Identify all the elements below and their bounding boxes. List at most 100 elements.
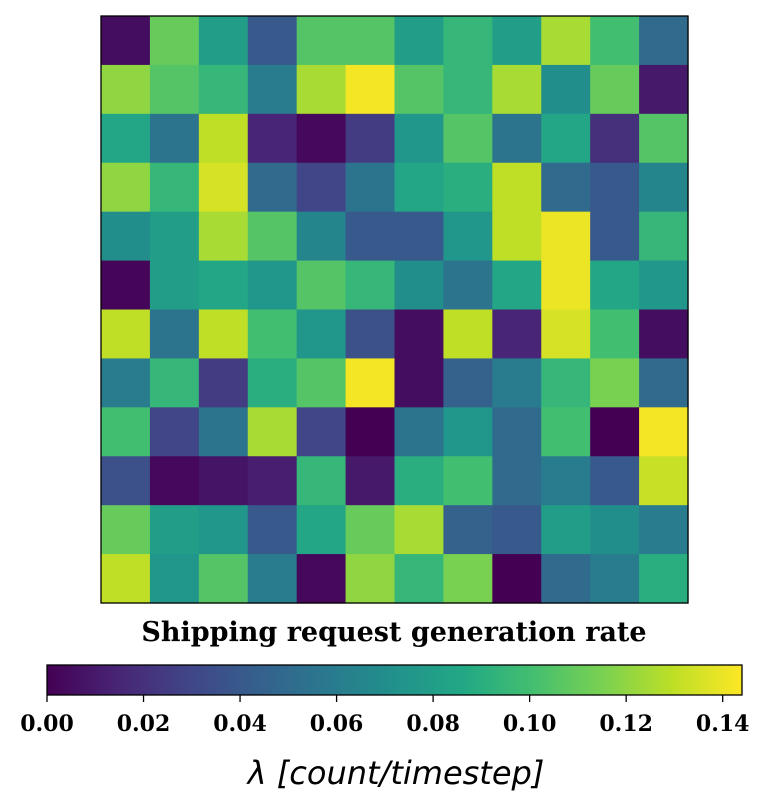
- heatmap-cell: [247, 309, 298, 360]
- heatmap-cell: [198, 309, 249, 360]
- heatmap-cell: [443, 260, 493, 311]
- heatmap-cell: [247, 554, 298, 604]
- heatmap-cell: [247, 505, 298, 555]
- heatmap-cell: [541, 113, 591, 164]
- heatmap-cell: [639, 358, 689, 408]
- heatmap-cell: [443, 358, 493, 408]
- heatmap-cell: [590, 64, 640, 115]
- heatmap-cell: [492, 407, 542, 457]
- heatmap-cell: [541, 16, 591, 66]
- heatmap-cell: [492, 113, 542, 164]
- heatmap-cell: [296, 309, 347, 360]
- heatmap-cell: [149, 211, 200, 262]
- heatmap-cell: [247, 64, 298, 115]
- heatmap-cell: [590, 407, 640, 457]
- heatmap-cell: [345, 456, 396, 506]
- heatmap-cell: [394, 64, 445, 115]
- heatmap-cell: [149, 505, 200, 555]
- heatmap-cell: [247, 113, 298, 164]
- colorbar-tick-label: 0.08: [406, 711, 460, 737]
- heatmap-cell: [198, 554, 249, 604]
- colorbar-ticks: 0.00 0.02 0.04 0.06 0.08 0.10 0.12 0.14: [20, 695, 749, 737]
- heatmap-cell: [247, 16, 298, 66]
- heatmap-cell: [247, 211, 298, 262]
- heatmap-cell: [296, 260, 347, 311]
- heatmap-cell: [639, 211, 689, 262]
- heatmap-cell: [149, 260, 200, 311]
- heatmap-cell: [492, 358, 542, 408]
- heatmap-cell: [394, 407, 445, 457]
- colorbar-tick-label: 0.10: [503, 711, 557, 737]
- heatmap-cell: [443, 162, 493, 213]
- heatmap-cell: [198, 358, 249, 408]
- heatmap-cell: [394, 260, 445, 311]
- heatmap-cell: [149, 456, 200, 506]
- heatmap-cell: [345, 309, 396, 360]
- heatmap-cell: [296, 162, 347, 213]
- heatmap-cell: [541, 505, 591, 555]
- heatmap-cell: [590, 309, 640, 360]
- heatmap-cell: [296, 407, 347, 457]
- heatmap-cell: [296, 505, 347, 555]
- heatmap-cell: [149, 554, 200, 604]
- heatmap-cell: [541, 64, 591, 115]
- heatmap-cell: [541, 211, 591, 262]
- heatmap-cell: [541, 309, 591, 360]
- heatmap-cell: [101, 505, 151, 555]
- heatmap-cell: [149, 162, 200, 213]
- heatmap-cell: [247, 162, 298, 213]
- heatmap-cell: [394, 456, 445, 506]
- heatmap-cell: [101, 162, 151, 213]
- heatmap-frame: [100, 15, 689, 604]
- colorbar-tick-label: 0.12: [599, 711, 653, 737]
- heatmap-cell: [198, 505, 249, 555]
- heatmap-cell: [492, 260, 542, 311]
- heatmap-cell: [149, 64, 200, 115]
- heatmap-cell: [492, 211, 542, 262]
- heatmap-cell: [296, 554, 347, 604]
- heatmap-cell: [492, 16, 542, 66]
- heatmap-cell: [345, 113, 396, 164]
- heatmap-cell: [492, 64, 542, 115]
- colorbar-tick-label: 0.00: [20, 711, 74, 737]
- heatmap-cell: [198, 456, 249, 506]
- heatmap-cell: [394, 309, 445, 360]
- heatmap-cell: [198, 407, 249, 457]
- heatmap-cell: [149, 407, 200, 457]
- heatmap-cell: [345, 358, 396, 408]
- heatmap-cell: [198, 162, 249, 213]
- heatmap-cell: [296, 358, 347, 408]
- heatmap-cell: [443, 505, 493, 555]
- heatmap-cell: [443, 16, 493, 66]
- heatmap-cell: [247, 407, 298, 457]
- heatmap-cell: [590, 554, 640, 604]
- heatmap-cell: [639, 162, 689, 213]
- heatmap-cell: [492, 505, 542, 555]
- heatmap-cell: [541, 407, 591, 457]
- heatmap-cell: [149, 16, 200, 66]
- heatmap-cell: [443, 407, 493, 457]
- heatmap-cell: [541, 456, 591, 506]
- heatmap-cell: [590, 456, 640, 506]
- heatmap-cell: [639, 456, 689, 506]
- heatmap-cell: [247, 358, 298, 408]
- heatmap-cell: [198, 211, 249, 262]
- heatmap-cell: [296, 64, 347, 115]
- heatmap-cell: [443, 113, 493, 164]
- colorbar-tick-label: 0.02: [117, 711, 171, 737]
- chart-title: Shipping request generation rate: [141, 617, 646, 648]
- heatmap-cell: [101, 260, 151, 311]
- heatmap-cell: [394, 358, 445, 408]
- heatmap-cell: [443, 456, 493, 506]
- heatmap-cell: [345, 16, 396, 66]
- heatmap-cell: [443, 554, 493, 604]
- heatmap-cell: [492, 554, 542, 604]
- heatmap-cell: [541, 554, 591, 604]
- heatmap-cell: [101, 358, 151, 408]
- heatmap-cell: [101, 456, 151, 506]
- heatmap-cell: [198, 260, 249, 311]
- heatmap-cell: [443, 309, 493, 360]
- heatmap-cell: [198, 16, 249, 66]
- heatmap-cell: [590, 358, 640, 408]
